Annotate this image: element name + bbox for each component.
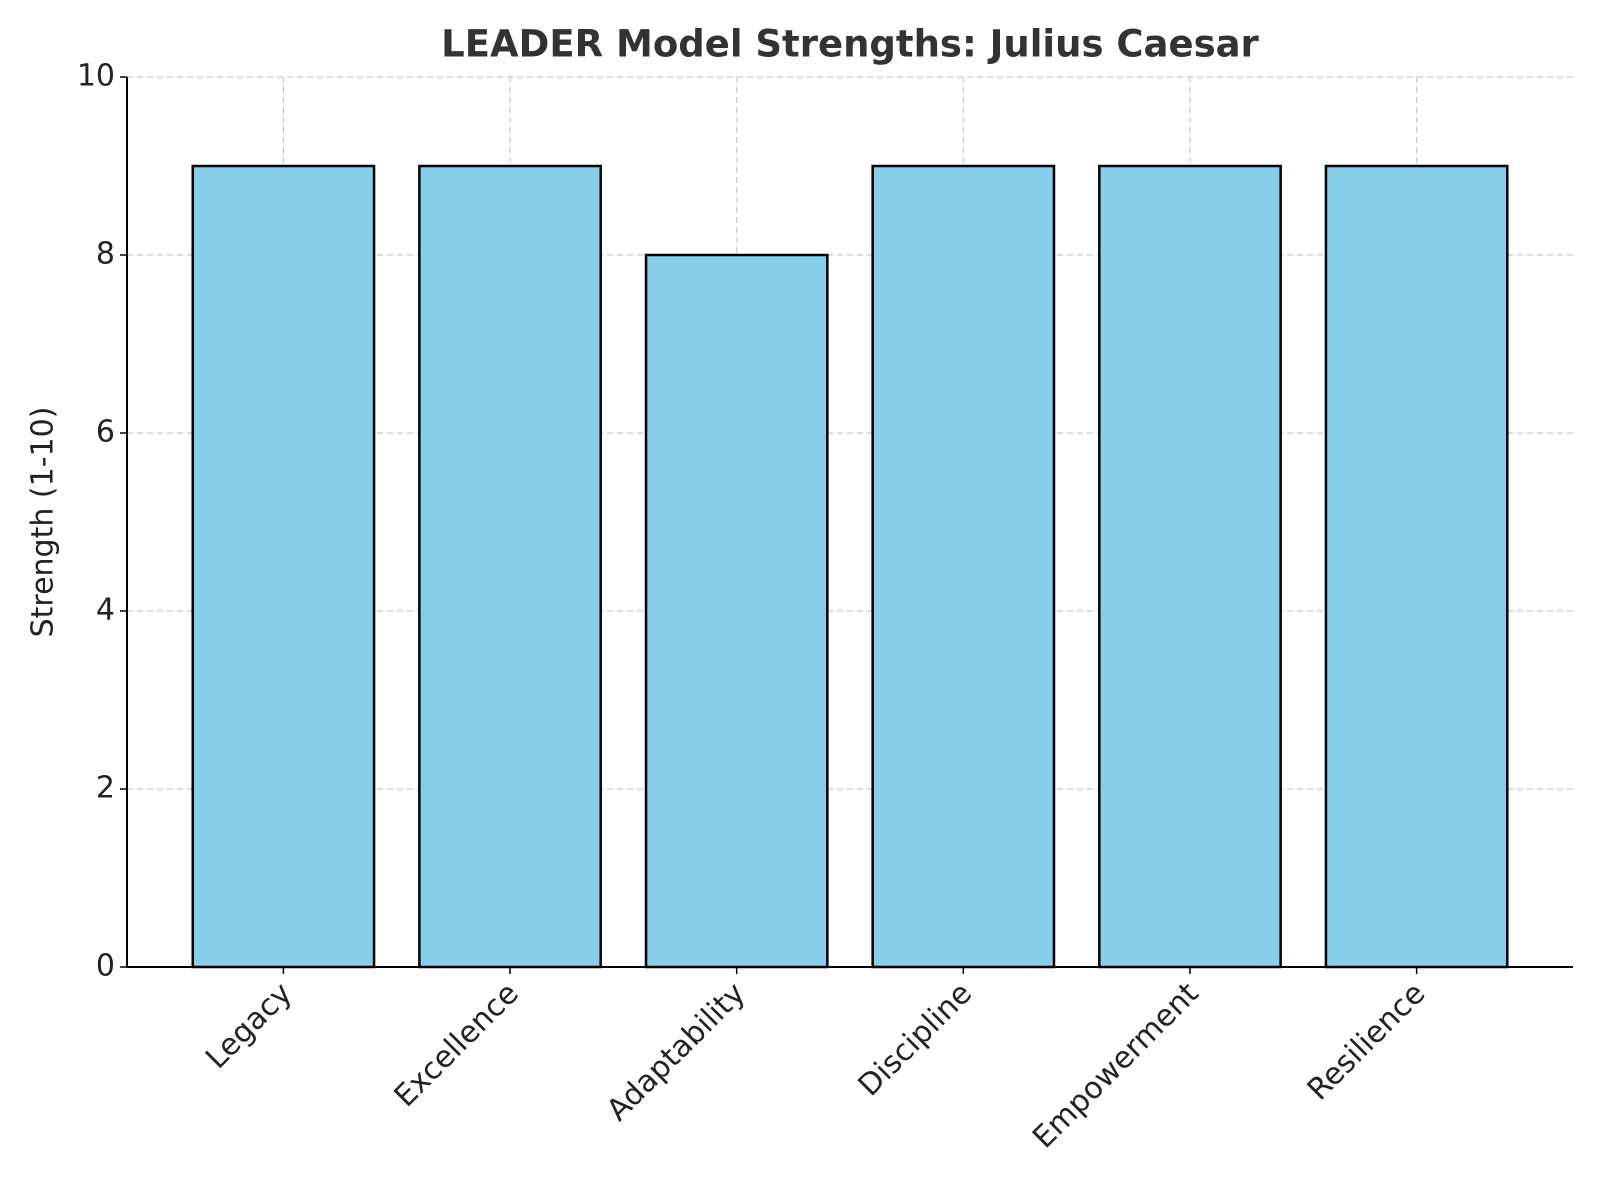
x-tick-label: Discipline xyxy=(852,976,979,1103)
bar xyxy=(871,164,1056,969)
y-tick-label: 4 xyxy=(96,593,115,628)
y-tick-label: 8 xyxy=(96,237,115,272)
y-tick-label: 6 xyxy=(96,415,115,450)
x-tick-label: Excellence xyxy=(388,976,526,1114)
x-tick-label: Legacy xyxy=(199,976,299,1076)
x-tick-label: Adaptability xyxy=(600,976,752,1128)
y-tick-label: 2 xyxy=(96,771,115,806)
bar xyxy=(1324,164,1509,969)
bar xyxy=(191,164,376,969)
bar xyxy=(644,253,829,969)
x-tick-label: Empowerment xyxy=(1026,976,1206,1156)
x-tick-label: Resilience xyxy=(1301,976,1433,1108)
y-tick-label: 10 xyxy=(77,59,115,94)
bar xyxy=(418,164,602,969)
bar xyxy=(1098,164,1282,969)
chart-title: LEADER Model Strengths: Julius Caesar xyxy=(441,23,1259,66)
y-tick-label: 0 xyxy=(96,949,115,984)
y-axis-label: Strength (1-10) xyxy=(26,407,61,638)
